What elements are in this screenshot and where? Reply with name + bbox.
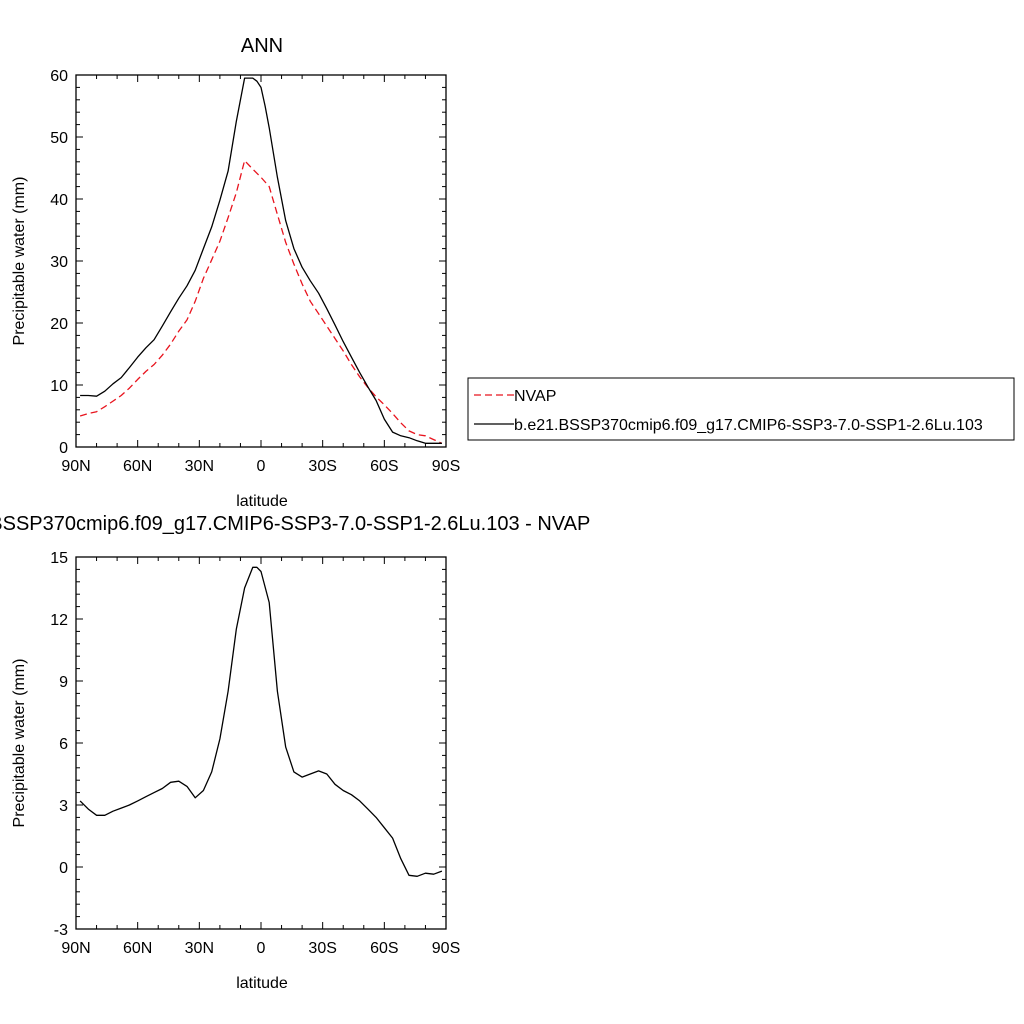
x-tick-label-difference: 30N (185, 940, 214, 957)
y-tick-label-annual: 60 (50, 68, 68, 85)
y-tick-label-annual: 50 (50, 130, 68, 147)
axis-ticks-difference: 90N 60N 30N 0 30S 60S 90S -3 0 3 6 9 12 15 (50, 550, 460, 957)
y-tick-label-difference: 12 (50, 612, 68, 629)
y-tick-label-difference: -3 (54, 922, 68, 939)
x-axis-label-annual: latitude (236, 493, 288, 510)
x-tick-label-annual: 30S (308, 458, 336, 475)
x-tick-label-difference: 60S (370, 940, 398, 957)
chart-title-annual: ANN (241, 35, 283, 57)
y-axis-label-difference: Precipitable water (mm) (11, 659, 28, 828)
x-tick-label-annual: 90N (61, 458, 90, 475)
legend-label-nvap: NVAP (514, 388, 556, 405)
plot-annual: ANN 90N 60N 30N 0 30S 60S 90S 0 10 20 30 40 50 60 lat… (11, 35, 460, 510)
series-group-difference (79, 566, 443, 877)
series-line-difference-model (79, 566, 443, 877)
y-tick-label-difference: 15 (50, 550, 68, 567)
legend-label-model: b.e21.BSSP370cmip6.f09_g17.CMIP6-SSP3-7.… (514, 417, 983, 434)
axis-ticks-annual: 90N 60N 30N 0 30S 60S 90S 0 10 20 30 40 50 60 (50, 68, 460, 475)
y-tick-label-annual: 30 (50, 254, 68, 271)
y-tick-label-difference: 6 (59, 736, 68, 753)
series-line-annual-model (80, 77, 442, 444)
x-tick-label-annual: 90S (432, 458, 460, 475)
series-group-annual (79, 77, 443, 444)
y-tick-label-difference: 9 (59, 674, 68, 691)
x-tick-label-difference: 30S (308, 940, 336, 957)
x-tick-label-annual: 60S (370, 458, 398, 475)
plot-difference: b.e21.BSSP370cmip6.f09_g17.CMIP6-SSP3-7.… (0, 513, 590, 992)
x-tick-label-difference: 90S (432, 940, 460, 957)
chart-title-difference: b.e21.BSSP370cmip6.f09_g17.CMIP6-SSP3-7.… (0, 513, 590, 535)
y-tick-label-annual: 20 (50, 316, 68, 333)
x-tick-label-annual: 0 (257, 458, 266, 475)
series-line-annual-nvap (79, 159, 443, 444)
y-tick-label-annual: 10 (50, 378, 68, 395)
x-tick-label-difference: 0 (257, 940, 266, 957)
x-tick-label-annual: 60N (123, 458, 152, 475)
x-axis-label-difference: latitude (236, 975, 288, 992)
legend: NVAP b.e21.BSSP370cmip6.f09_g17.CMIP6-SS… (467, 377, 1015, 441)
y-axis-label-annual: Precipitable water (mm) (11, 177, 28, 346)
y-tick-label-annual: 0 (59, 440, 68, 457)
x-tick-label-difference: 90N (61, 940, 90, 957)
y-tick-label-annual: 40 (50, 192, 68, 209)
x-tick-label-annual: 30N (185, 458, 214, 475)
legend-box (467, 377, 1015, 441)
plot-frame-annual (75, 74, 447, 448)
plot-frame-difference (75, 556, 447, 930)
x-tick-label-difference: 60N (123, 940, 152, 957)
y-tick-label-difference: 0 (59, 860, 68, 877)
y-tick-label-difference: 3 (59, 798, 68, 815)
